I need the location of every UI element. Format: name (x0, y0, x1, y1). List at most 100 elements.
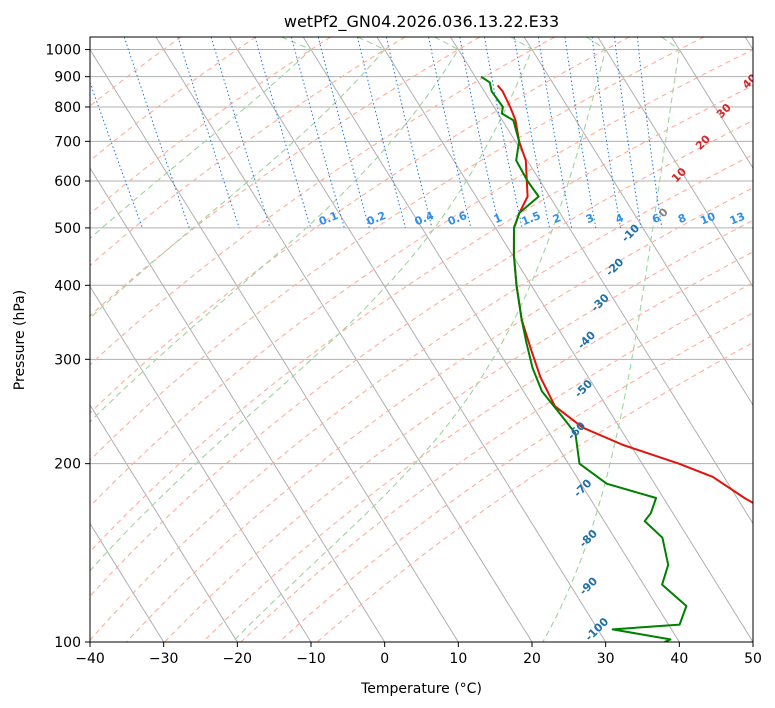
isotherm-label: -50 (572, 377, 595, 400)
mixing-ratio-label: 16 (754, 210, 773, 228)
y-tick-label: 500 (54, 221, 81, 237)
dry-adiabat (90, 48, 753, 508)
isotherm-line (376, 37, 753, 642)
mixing-ratio-label: 2 (551, 211, 563, 226)
mixing-ratio-label: 0.4 (413, 209, 436, 228)
axis-ticks: −40 −30 −20 −10 0 10 20 30 40 5010020030040050060… (45, 43, 762, 667)
isotherm-line (671, 37, 753, 169)
moist-adiabat (90, 37, 386, 319)
x-tick-label: −40 (75, 651, 105, 667)
moist-adiabat-label: 40 (740, 71, 760, 91)
y-tick-label: 900 (54, 70, 81, 86)
moist-adiabat (542, 37, 680, 642)
mixing-ratio-label: 8 (676, 211, 688, 226)
isotherm-line (90, 285, 312, 642)
isotherm-line (155, 37, 533, 642)
isotherm-line (229, 37, 607, 642)
mixing-ratio-label: 1 (492, 211, 504, 226)
x-tick-label: 20 (523, 651, 541, 667)
dry-adiabat (240, 282, 753, 642)
y-tick-label: 200 (54, 457, 81, 473)
isotherm-line (90, 522, 165, 642)
isotherm-line (744, 37, 753, 51)
dry-adiabat (90, 37, 331, 215)
dry-adiabat (202, 251, 753, 642)
moist-adiabat-label: 20 (693, 132, 713, 152)
mixing-ratio-line (254, 37, 312, 229)
x-tick-label: −20 (223, 651, 253, 667)
mixing-ratio-line (459, 37, 500, 229)
y-tick-label: 400 (54, 278, 81, 294)
x-tick-label: −30 (149, 651, 179, 667)
chart-title: wetPf2_GN04.2026.036.13.22.E33 (284, 12, 559, 32)
x-tick-label: −10 (296, 651, 326, 667)
isotherm-label: -100 (583, 615, 612, 644)
mixing-ratio-label: 4 (613, 211, 625, 226)
mixing-ratio-line (614, 37, 642, 228)
isotherm-label: -90 (577, 574, 600, 597)
mixing-ratio-line (210, 37, 271, 229)
isotherm-label: -70 (571, 476, 594, 499)
annotation-layer: 0.10.20.40.611.52346810131620253036-100-… (317, 71, 773, 644)
mixing-ratio-line (90, 80, 143, 229)
mixing-ratio-label: 3 (584, 211, 596, 226)
moist-adiabat (90, 37, 460, 423)
isotherm-line (523, 37, 753, 406)
isotherm-label: -40 (575, 328, 598, 351)
dewpoint-profile (480, 75, 688, 642)
mixing-ratio-line (591, 37, 621, 228)
mixing-ratio-line (385, 37, 433, 229)
x-tick-label: 30 (597, 651, 615, 667)
dry-adiabat (90, 37, 406, 267)
mixing-ratio-label: 0.2 (365, 209, 388, 228)
dry-adiabat (90, 37, 257, 162)
x-tick-label: 50 (744, 651, 762, 667)
mixing-ratio-label: 13 (728, 210, 747, 228)
x-tick-label: 40 (670, 651, 688, 667)
mixing-ratio-label: 0.1 (317, 209, 340, 228)
isotherm-label: -80 (577, 527, 600, 550)
isotherm-line (90, 48, 459, 642)
mixing-ratio-line (123, 37, 190, 229)
dry-adiabat (164, 219, 753, 642)
mixing-ratio-line (317, 37, 370, 229)
mixing-ratio-line (636, 37, 663, 228)
y-axis-label: Pressure (hPa) (12, 290, 28, 390)
moist-adiabat-label: 10 (669, 165, 689, 185)
dry-adiabat (316, 341, 753, 642)
isotherm-line (90, 404, 238, 642)
series-layer (480, 75, 753, 642)
plot-frame (89, 36, 754, 643)
y-tick-label: 100 (54, 635, 81, 651)
isotherm-label: -60 (565, 419, 588, 442)
x-axis-label: Temperature (°C) (360, 681, 482, 697)
dry-adiabat (90, 84, 753, 553)
dry-adiabat (90, 37, 630, 414)
dry-adiabat (90, 37, 705, 461)
mixing-ratio-label: 10 (698, 210, 717, 228)
moist-adiabat (90, 37, 313, 240)
isotherm-line (450, 37, 753, 525)
x-tick-label: 10 (449, 651, 467, 667)
dry-adiabat (90, 153, 753, 641)
dry-adiabat (90, 37, 555, 366)
y-tick-label: 600 (54, 174, 81, 190)
mixing-ratio-line (290, 37, 345, 229)
plot-background-lines (90, 37, 753, 642)
y-tick-label: 700 (54, 134, 81, 150)
x-tick-label: 0 (380, 651, 389, 667)
mixing-ratio-line (357, 37, 406, 229)
mixing-ratio-line (428, 37, 472, 229)
mixing-ratio-label: 0.6 (446, 209, 469, 228)
temperature-profile (496, 84, 753, 505)
moist-adiabat (90, 37, 533, 572)
mixing-ratio-line (513, 37, 550, 229)
dry-adiabat (90, 37, 481, 317)
isotherm-line (597, 37, 753, 288)
dry-adiabat (90, 119, 753, 598)
moist-adiabat-label: 30 (714, 101, 734, 121)
y-tick-label: 1000 (45, 43, 81, 59)
y-tick-label: 800 (54, 100, 81, 116)
